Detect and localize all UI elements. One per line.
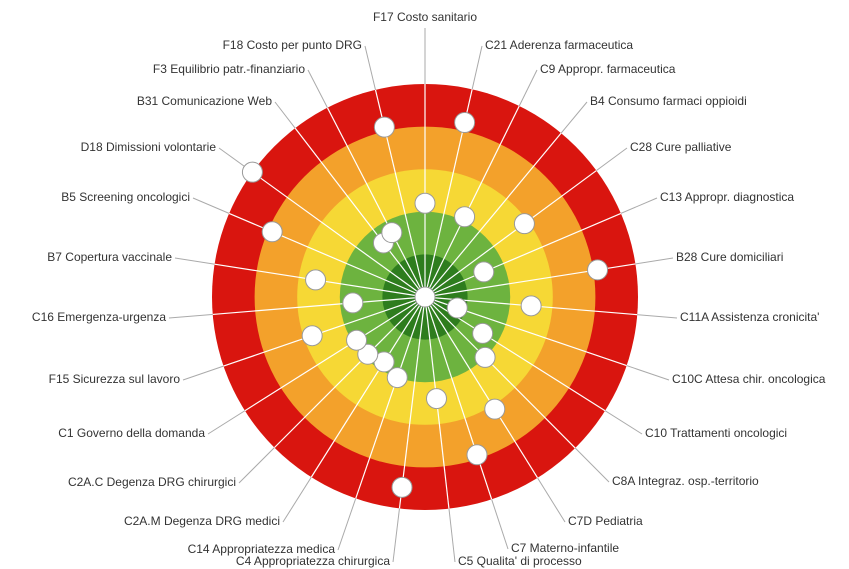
- indicator-label: C1 Governo della domanda: [58, 426, 205, 440]
- spoke-inner: [424, 170, 597, 298]
- indicator-label: F3 Equilibrio patr.-finanziario: [153, 62, 305, 76]
- spoke-inner: [424, 296, 493, 500]
- spoke-inner: [244, 296, 426, 412]
- indicator-label: B31 Comunicazione Web: [137, 94, 273, 108]
- indicator-label: C4 Appropriatezza chirurgica: [236, 554, 390, 568]
- indicator-label: C10C Attesa chir. oncologica: [672, 372, 826, 386]
- indicator-marker: [342, 292, 364, 314]
- spoke-inner: [310, 296, 426, 478]
- indicator-label: C8A Integraz. osp.-territorio: [612, 474, 759, 488]
- indicator-label: C16 Emergenza-urgenza: [32, 310, 166, 324]
- spoke-inner: [355, 296, 426, 499]
- indicator-marker: [446, 297, 468, 319]
- indicator-marker: [414, 192, 436, 214]
- indicator-label: C7 Materno-infantile: [511, 541, 619, 555]
- indicator-marker: [381, 222, 403, 244]
- indicator-marker: [357, 343, 379, 365]
- indicator-marker: [454, 206, 476, 228]
- spoke-inner: [223, 296, 426, 367]
- indicator-marker: [426, 388, 448, 410]
- indicator-marker: [454, 112, 476, 134]
- indicator-marker: [472, 322, 494, 344]
- indicator-label: D18 Dimissioni volontarie: [81, 140, 217, 154]
- indicator-label: F18 Costo per punto DRG: [223, 38, 362, 52]
- spoke-inner: [424, 132, 562, 298]
- indicator-label: C2A.C Degenza DRG chirurgici: [68, 475, 236, 489]
- spoke-inner: [273, 296, 426, 449]
- indicator-marker: [474, 346, 496, 368]
- indicator-marker: [346, 329, 368, 351]
- indicator-label: B5 Screening oncologici: [61, 190, 190, 204]
- indicator-marker: [473, 261, 495, 283]
- indicator-label: C5 Qualita' di processo: [458, 554, 582, 568]
- spoke-inner: [326, 107, 426, 298]
- indicator-marker: [520, 295, 542, 317]
- indicator-marker: [466, 444, 488, 466]
- indicator-label: C7D Pediatria: [568, 514, 643, 528]
- indicator-marker: [391, 476, 413, 498]
- spoke-inner: [398, 296, 426, 509]
- indicator-marker: [241, 161, 263, 183]
- indicator-label: B4 Consumo farmaci oppioidi: [590, 94, 747, 108]
- spoke-inner: [212, 296, 426, 316]
- indicator-marker: [305, 269, 327, 291]
- indicator-label: C9 Appropr. farmaceutica: [540, 62, 676, 76]
- spoke-inner: [228, 212, 426, 298]
- indicator-marker: [373, 116, 395, 138]
- indicator-label: C28 Cure palliative: [630, 140, 732, 154]
- indicator-label: F17 Costo sanitario: [373, 10, 477, 24]
- indicator-marker: [386, 367, 408, 389]
- indicator-label: F15 Sicurezza sul lavoro: [49, 372, 181, 386]
- indicator-label: C14 Appropriatezza medica: [188, 542, 336, 556]
- indicator-marker: [484, 398, 506, 420]
- indicator-marker: [301, 325, 323, 347]
- indicator-label: B28 Cure domiciliari: [676, 250, 783, 264]
- indicator-label: C13 Appropr. diagnostica: [660, 190, 794, 204]
- indicator-marker: [414, 286, 436, 308]
- spoke-inner: [252, 171, 426, 298]
- spoke-inner: [424, 105, 520, 298]
- indicator-label: C11A Assistenza cronicita': [680, 310, 819, 324]
- indicator-marker: [587, 259, 609, 281]
- indicator-marker: [261, 221, 283, 243]
- indicator-marker: [513, 213, 535, 235]
- indicator-label: C21 Aderenza farmaceutica: [485, 38, 633, 52]
- indicator-label: B7 Copertura vaccinale: [47, 250, 172, 264]
- spoke-inner: [424, 296, 539, 479]
- spoke-inner: [294, 127, 426, 298]
- spoke-inner: [424, 212, 622, 298]
- indicator-label: C2A.M Degenza DRG medici: [124, 514, 280, 528]
- spoke-inner: [424, 296, 576, 449]
- indicator-label: C10 Trattamenti oncologici: [645, 426, 787, 440]
